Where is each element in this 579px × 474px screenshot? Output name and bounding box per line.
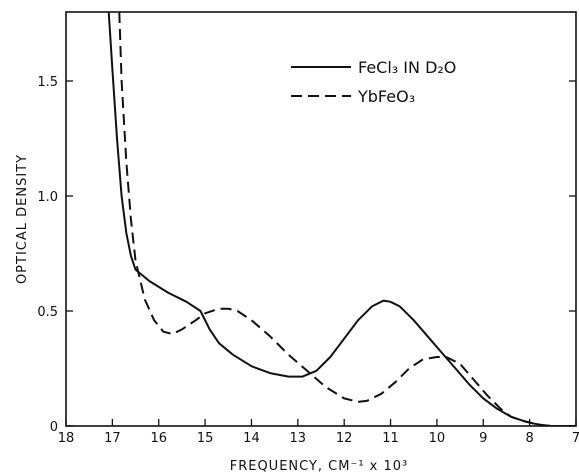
legend-label-ybfeo3: YbFeO₃ [357, 87, 415, 106]
plot-frame [65, 11, 577, 427]
legend: FeCl₃ IN D₂O YbFeO₃ [291, 58, 456, 106]
axis-ticks: 18 17 16 15 14 13 12 11 10 9 8 7 0 0.5 1.0 1.5 [37, 75, 579, 446]
x-tick-label: 11 [382, 431, 399, 446]
x-tick-label: 8 [525, 431, 533, 446]
x-tick-label: 17 [104, 431, 121, 446]
x-tick-label: 13 [290, 431, 307, 446]
y-tick-label: 1.0 [37, 190, 58, 205]
y-axis-title: OPTICAL DENSITY [15, 154, 30, 284]
plot-area-border [65, 11, 577, 427]
x-tick-label: 16 [150, 431, 167, 446]
x-tick-label: 18 [58, 431, 75, 446]
x-axis-title: FREQUENCY, CM⁻¹ x 10³ [230, 459, 409, 474]
series-group [107, 12, 576, 426]
x-tick-label: 15 [197, 431, 214, 446]
x-tick-label: 12 [336, 431, 353, 446]
series-line-ybfeo3 [118, 12, 576, 426]
y-tick-label: 0 [50, 420, 58, 435]
x-tick-label: 14 [243, 431, 260, 446]
x-tick-label: 10 [429, 431, 446, 446]
x-tick-label: 7 [572, 431, 579, 446]
y-tick-label: 1.5 [37, 75, 58, 90]
legend-label-fecl3: FeCl₃ IN D₂O [358, 58, 456, 77]
y-tick-label: 0.5 [37, 305, 58, 320]
x-tick-label: 9 [479, 431, 487, 446]
series-line-fecl3 [107, 12, 576, 426]
